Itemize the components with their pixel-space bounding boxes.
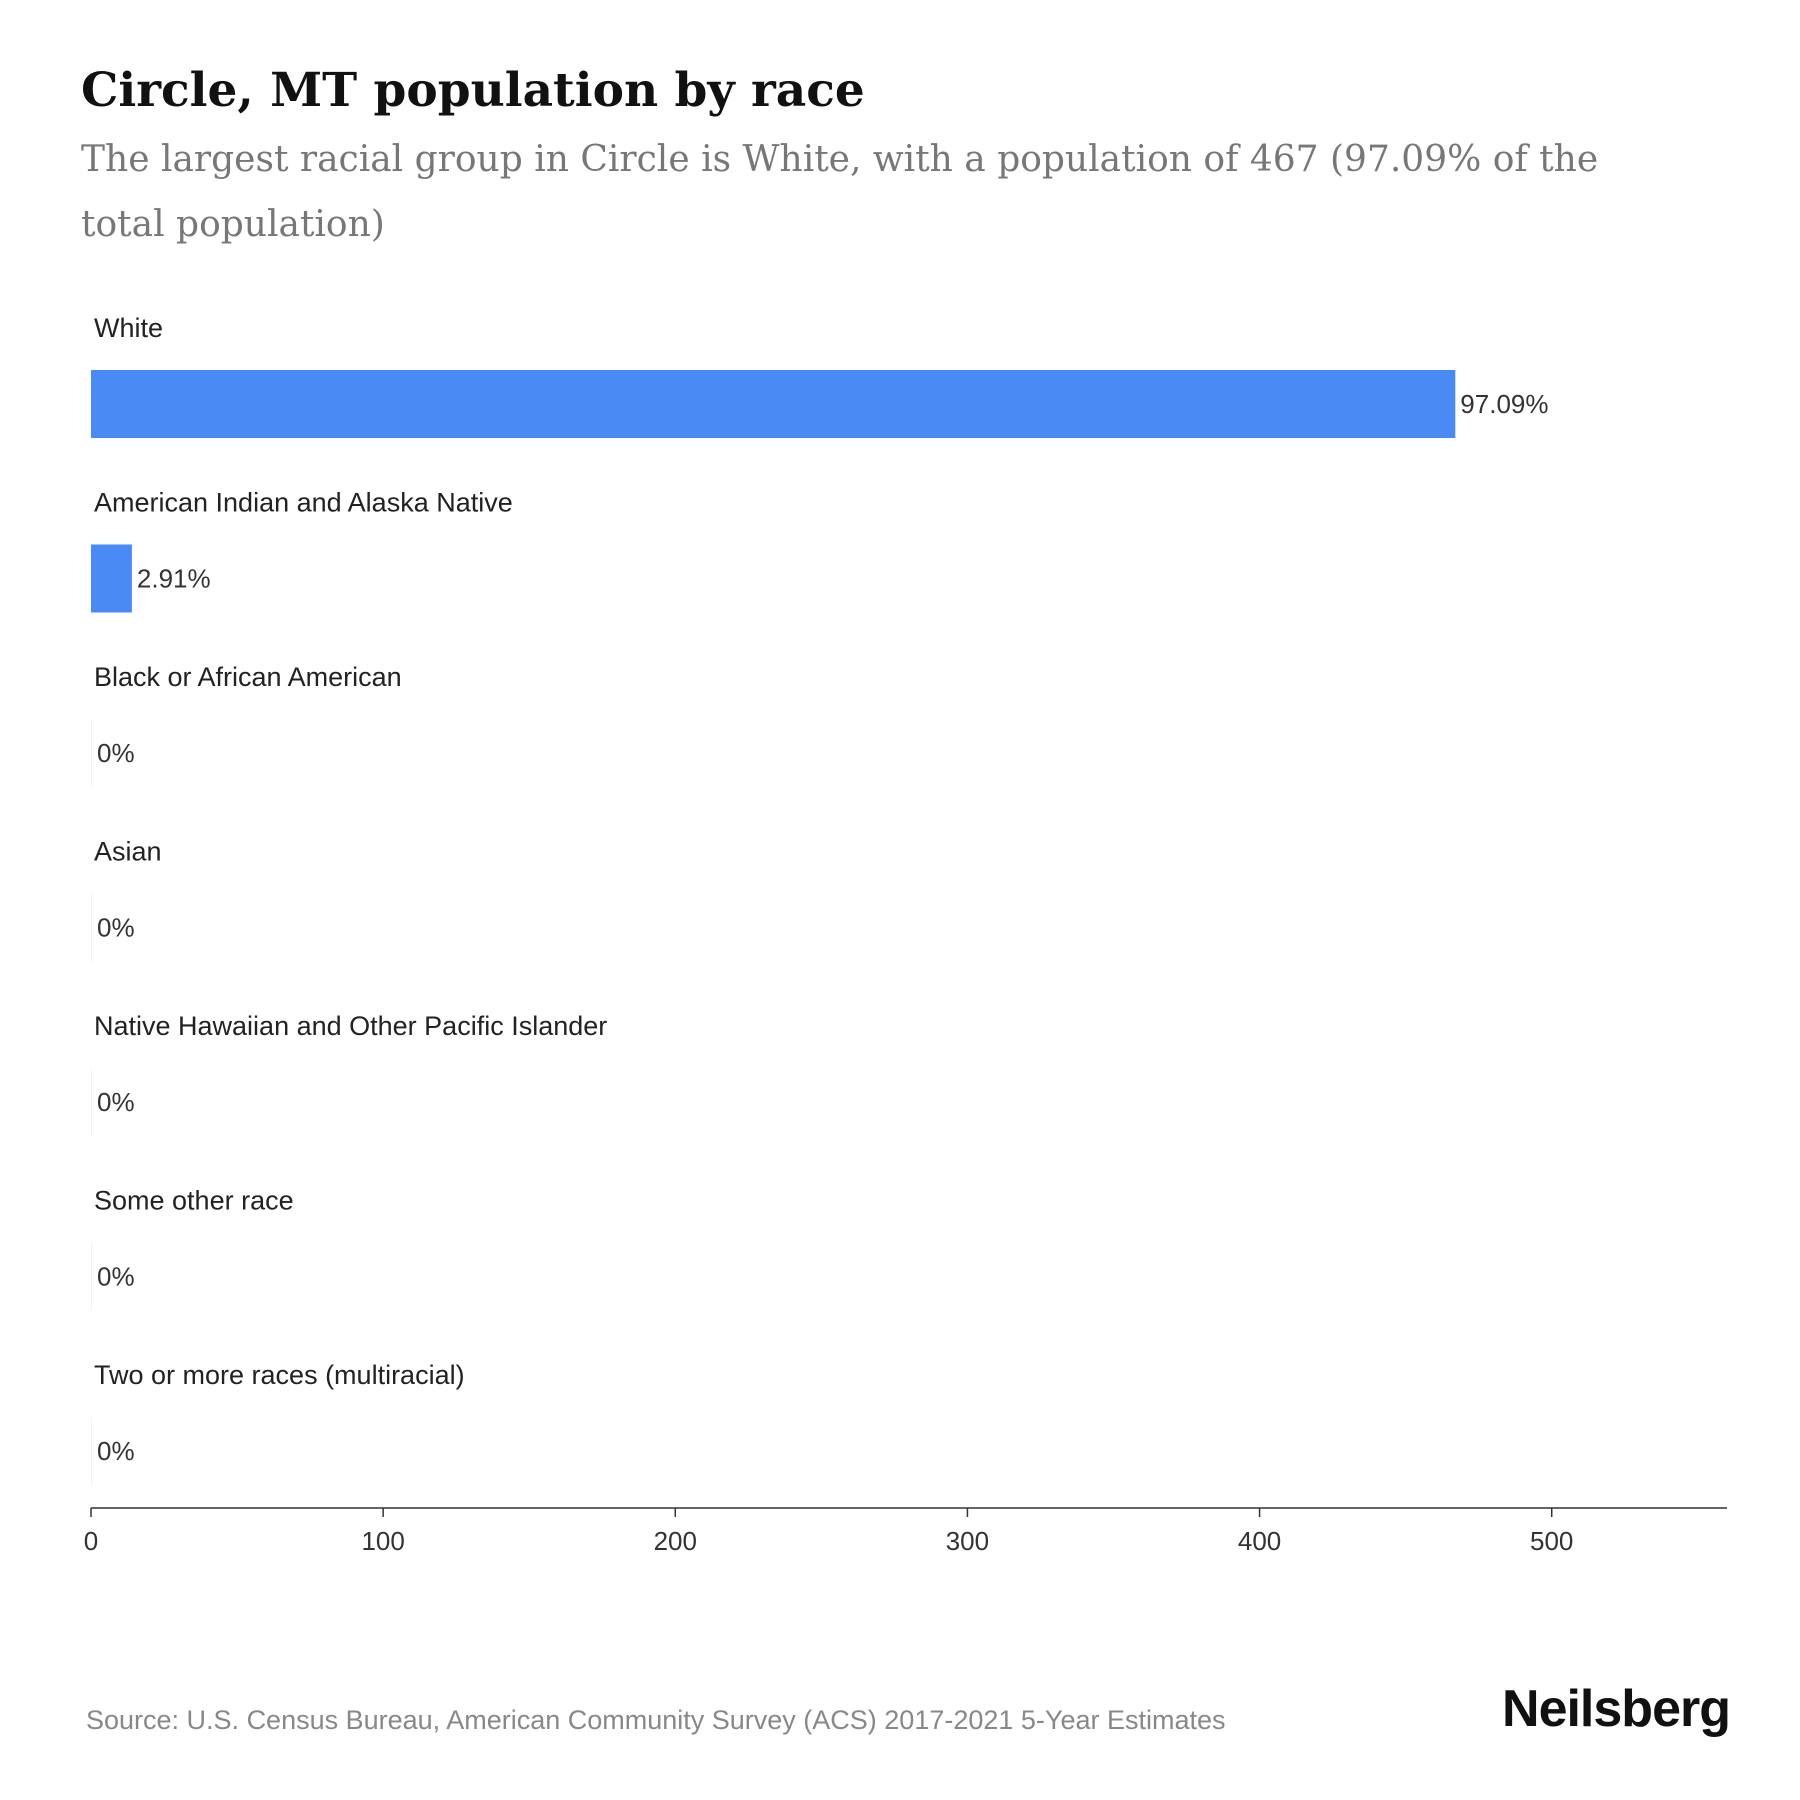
x-tick-label: 500 [1530,1526,1573,1556]
bar [91,370,1456,438]
chart-title: Circle, MT population by race [81,63,865,118]
data-label: 0% [97,913,135,943]
bar [91,1068,92,1136]
x-tick-label: 200 [654,1526,697,1556]
bars-layer: White 97.09% American Indian and Alaska Na… [91,313,1548,1485]
source-note: Source: U.S. Census Bureau, American Com… [86,1705,1226,1735]
data-label: 97.09% [1460,389,1548,419]
bar [91,544,132,613]
bar-chart: White 97.09% American Indian and Alaska Na… [84,313,1727,1556]
x-tick-label: 100 [361,1526,404,1556]
category-label: White [94,313,163,343]
data-label: 0% [97,1087,135,1117]
category-label: Black or African American [94,662,402,692]
brand-logo: Neilsberg [1502,1680,1731,1738]
data-label: 2.91% [137,564,211,594]
category-label: Asian [94,837,162,867]
x-tick-label: 400 [1238,1526,1281,1556]
bar [91,719,92,787]
data-label: 0% [97,738,135,768]
chart-subtitle: The largest racial group in Circle is Wh… [81,139,1599,245]
category-label: Some other race [94,1186,294,1216]
bar [91,1417,92,1485]
x-tick-label: 0 [84,1526,98,1556]
bar [91,1242,92,1311]
bar [91,893,92,962]
category-label: Native Hawaiian and Other Pacific Island… [94,1011,607,1041]
x-tick-label: 300 [946,1526,989,1556]
category-label: Two or more races (multiracial) [94,1360,465,1390]
data-label: 0% [97,1262,135,1292]
x-axis: 0 100 200 300 400 500 [84,1507,1727,1556]
category-label: American Indian and Alaska Native [94,488,513,518]
data-label: 0% [97,1436,135,1466]
